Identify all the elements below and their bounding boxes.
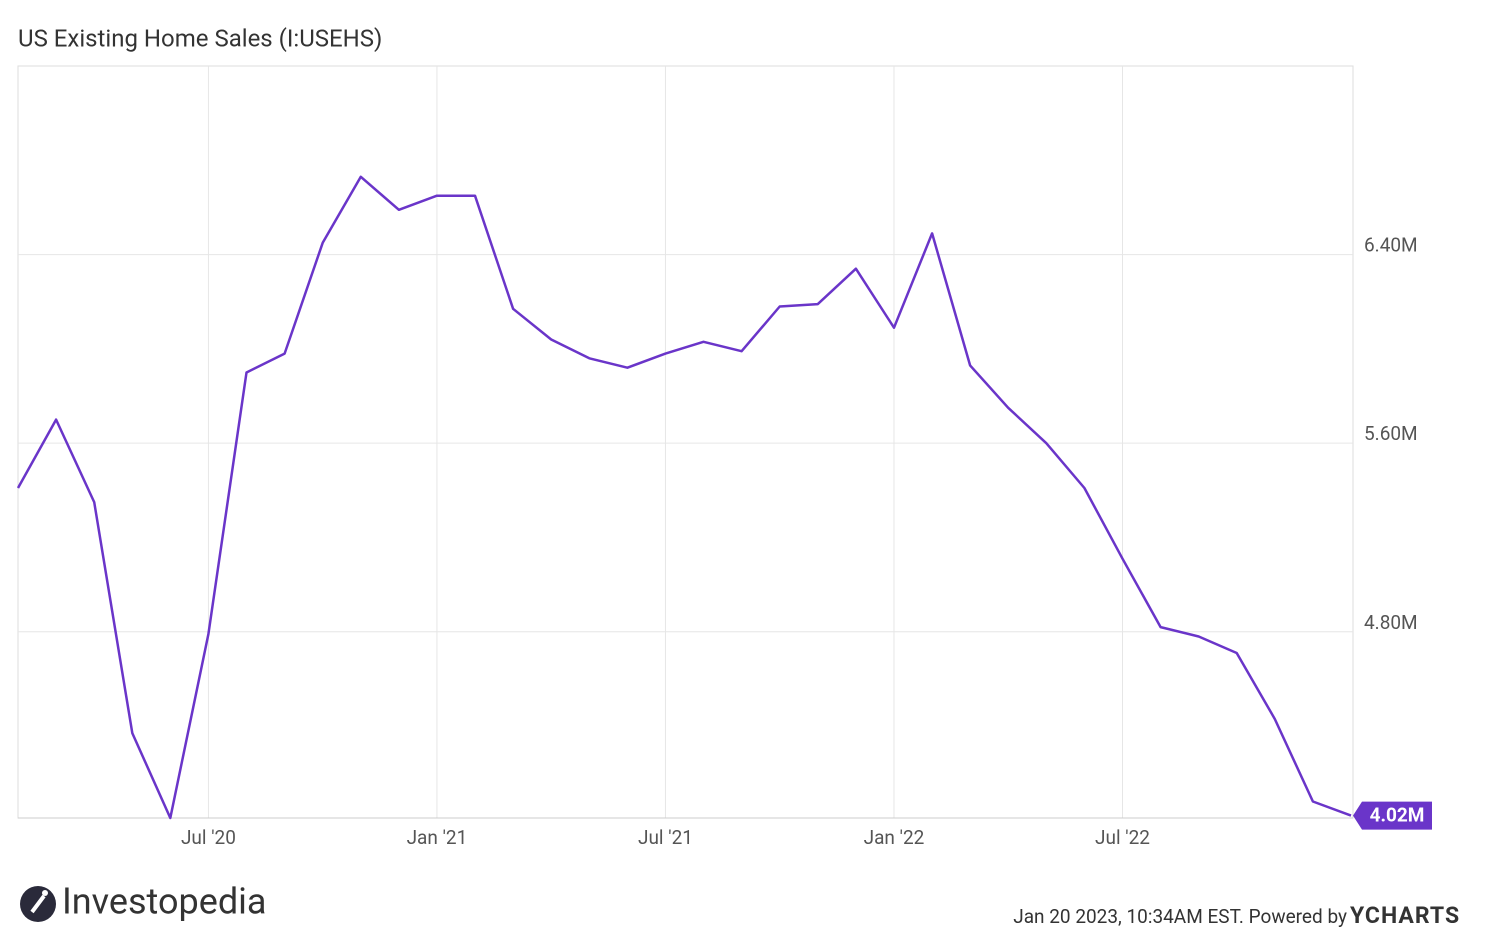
data-line (16, 175, 1352, 820)
y-tick-label: 4.80M (1364, 611, 1418, 634)
last-value-badge (1353, 801, 1432, 830)
chart-title: US Existing Home Sales (I:USEHS) (18, 24, 382, 52)
y-tick-label: 6.40M (1364, 234, 1418, 257)
brand-logo (20, 886, 56, 922)
brand: Investopedia (62, 881, 266, 923)
x-tick-label: Jul '22 (1095, 826, 1150, 849)
x-tick-label: Jul '21 (638, 826, 693, 849)
plot-frame (17, 65, 1354, 819)
timestamp: Jan 20 2023, 10:34AM EST. Powered by (1013, 905, 1347, 928)
x-tick-label: Jan '21 (407, 826, 468, 849)
y-tick-label: 5.60M (1364, 422, 1418, 445)
ycharts-logo: YCHARTS (1350, 902, 1460, 929)
last-value-label: 4.02M (1370, 804, 1425, 827)
x-tick-label: Jan '22 (864, 826, 925, 849)
x-tick-label: Jul '20 (181, 826, 236, 849)
